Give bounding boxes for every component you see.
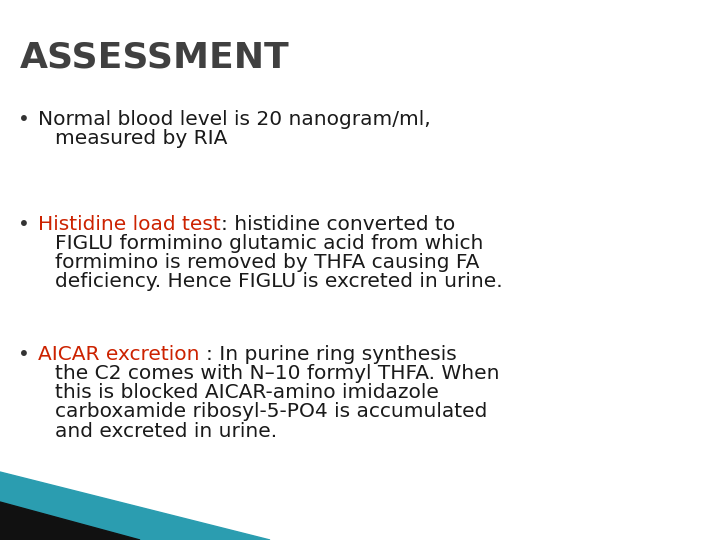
Polygon shape xyxy=(0,472,270,540)
Text: •: • xyxy=(18,345,30,364)
Text: : In purine ring synthesis: : In purine ring synthesis xyxy=(206,345,456,364)
Text: this is blocked AICAR-amino imidazole: this is blocked AICAR-amino imidazole xyxy=(55,383,439,402)
Text: FIGLU formimino glutamic acid from which: FIGLU formimino glutamic acid from which xyxy=(55,234,483,253)
Text: Histidine load test: Histidine load test xyxy=(38,215,221,234)
Text: formimino is removed by THFA causing FA: formimino is removed by THFA causing FA xyxy=(55,253,480,272)
Text: ASSESSMENT: ASSESSMENT xyxy=(20,40,289,74)
Text: •: • xyxy=(18,215,30,234)
Text: measured by RIA: measured by RIA xyxy=(55,129,228,148)
Polygon shape xyxy=(0,502,140,540)
Text: deficiency. Hence FIGLU is excreted in urine.: deficiency. Hence FIGLU is excreted in u… xyxy=(55,272,503,292)
Text: carboxamide ribosyl-5-PO4 is accumulated: carboxamide ribosyl-5-PO4 is accumulated xyxy=(55,402,487,421)
Text: the C2 comes with N–10 formyl THFA. When: the C2 comes with N–10 formyl THFA. When xyxy=(55,364,500,383)
Text: and excreted in urine.: and excreted in urine. xyxy=(55,422,277,441)
Text: : histidine converted to: : histidine converted to xyxy=(221,215,455,234)
Text: •: • xyxy=(18,110,30,129)
Text: Normal blood level is 20 nanogram/ml,: Normal blood level is 20 nanogram/ml, xyxy=(38,110,431,129)
Text: AICAR excretion: AICAR excretion xyxy=(38,345,206,364)
